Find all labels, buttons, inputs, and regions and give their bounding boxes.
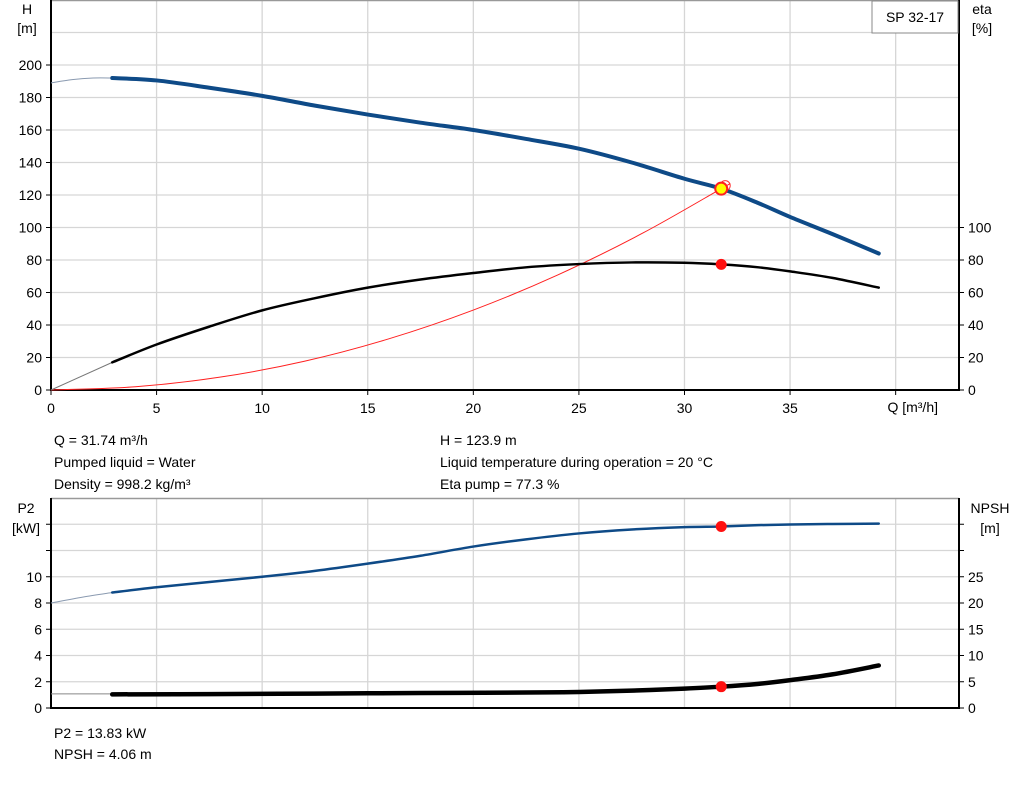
left-tick-label: 0 (34, 700, 42, 716)
right-tick-label: 20 (968, 350, 984, 366)
info-temperature: Liquid temperature during operation = 20… (440, 454, 713, 470)
operating-point-eta-marker (715, 258, 727, 270)
pump-title: SP 32-17 (886, 9, 944, 25)
left-tick-label: 4 (34, 648, 42, 664)
info-eta: Eta pump = 77.3 % (440, 476, 559, 492)
axis-labels: H [m] eta [%] Q [m³/h] P2 [kW] NPSH [m] (12, 1, 1009, 536)
x-tick-label: 35 (782, 400, 798, 416)
info-p2: P2 = 13.83 kW (54, 725, 147, 741)
h-axis-name: H (22, 1, 32, 17)
bottom-chart-grid: 0 2 4 6 8 10 0 5 10 15 20 25 (26, 497, 984, 716)
right-tick-label: 0 (968, 382, 976, 398)
left-tick-label: 10 (26, 569, 42, 585)
right-tick-label: 20 (968, 595, 984, 611)
left-tick-label: 60 (26, 285, 42, 301)
operating-point-npsh-marker (715, 681, 727, 693)
right-tick-label: 60 (968, 285, 984, 301)
info-liquid: Pumped liquid = Water (54, 454, 196, 470)
eta-curve-extrapolated (50, 361, 113, 391)
left-tick-label: 20 (26, 350, 42, 366)
h-axis-unit: [m] (17, 20, 36, 36)
p2-curve-extrapolated (50, 592, 113, 604)
right-tick-label: 25 (968, 569, 984, 585)
x-tick-label: 30 (677, 400, 693, 416)
right-tick-label: 80 (968, 252, 984, 268)
left-tick-label: 40 (26, 317, 42, 333)
operating-point-p2-marker (715, 520, 727, 532)
info-npsh: NPSH = 4.06 m (54, 746, 152, 762)
left-tick-label: 80 (26, 252, 42, 268)
left-tick-label: 8 (34, 595, 42, 611)
left-tick-label: 140 (19, 155, 43, 171)
left-tick-label: 2 (34, 674, 42, 690)
left-tick-label: 120 (19, 187, 43, 203)
p2-curve (110, 522, 881, 594)
info-q: Q = 31.74 m³/h (54, 432, 148, 448)
eta-curve (110, 261, 881, 364)
left-tick-label: 160 (19, 122, 43, 138)
right-tick-label: 0 (968, 700, 976, 716)
left-tick-label: 180 (19, 90, 43, 106)
info-top: Q = 31.74 m³/h Pumped liquid = Water Den… (54, 432, 713, 492)
right-tick-label: 10 (968, 648, 984, 664)
x-tick-label: 10 (254, 400, 270, 416)
left-tick-label: 0 (34, 382, 42, 398)
p2-axis-name: P2 (17, 500, 34, 516)
npsh-curve (109, 663, 882, 697)
right-tick-label: 5 (968, 674, 976, 690)
curves (50, 76, 882, 697)
p2-axis-unit: [kW] (12, 520, 40, 536)
npsh-axis-name: NPSH (971, 500, 1010, 516)
right-tick-label: 15 (968, 621, 984, 637)
left-tick-label: 200 (19, 57, 43, 73)
eta-axis-name: eta (972, 1, 992, 17)
system-curve-curve (50, 183, 731, 391)
x-tick-label: 0 (47, 400, 55, 416)
info-bottom: P2 = 13.83 kW NPSH = 4.06 m (54, 725, 152, 762)
top-chart-grid: 0 20 40 60 80 100 120 140 160 180 200 0 20 40 60 80 100 0… (19, 0, 992, 416)
right-tick-label: 40 (968, 317, 984, 333)
x-tick-label: 15 (360, 400, 376, 416)
left-tick-label: 100 (19, 220, 43, 236)
left-tick-label: 6 (34, 621, 42, 637)
info-density: Density = 998.2 kg/m³ (54, 476, 191, 492)
q-axis-label: Q [m³/h] (887, 399, 938, 415)
x-tick-label: 25 (571, 400, 587, 416)
pump-title-box: SP 32-17 (871, 0, 959, 34)
h-curve-extrapolated (50, 77, 113, 84)
npsh-axis-unit: [m] (980, 520, 999, 536)
right-tick-label: 100 (968, 220, 992, 236)
info-h: H = 123.9 m (440, 432, 517, 448)
x-tick-label: 20 (466, 400, 482, 416)
x-tick-label: 5 (153, 400, 161, 416)
eta-axis-unit: [%] (972, 20, 992, 36)
h-curve (110, 76, 881, 256)
operating-point-h-marker (714, 181, 729, 196)
